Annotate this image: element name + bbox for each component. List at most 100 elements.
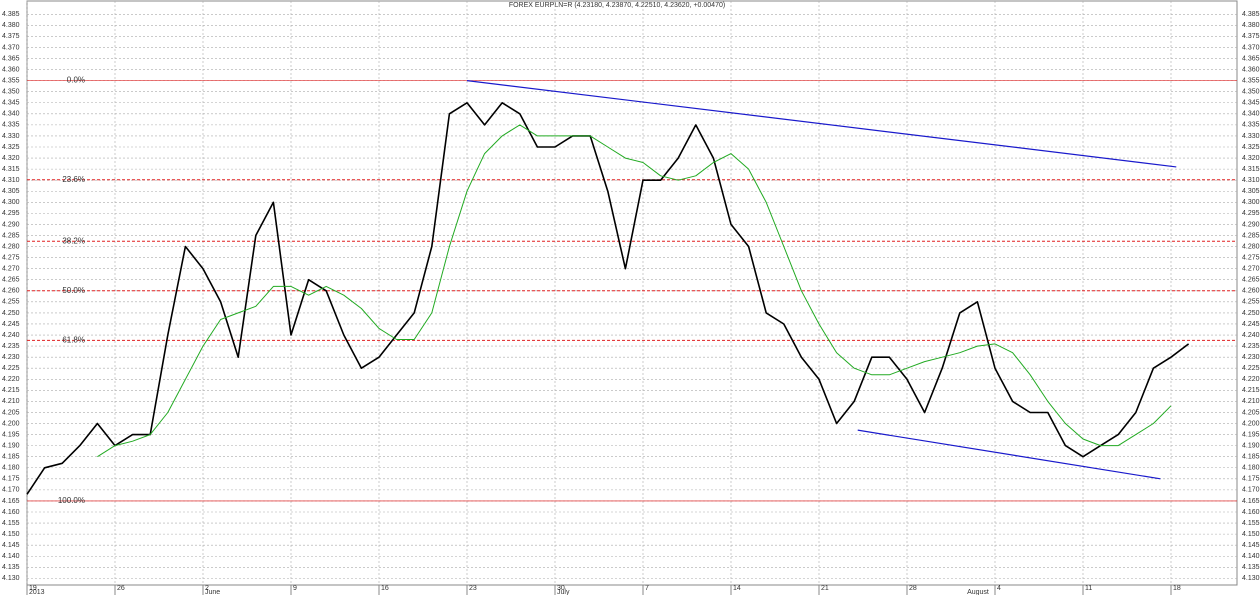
- x-tick-label: 18: [1173, 585, 1181, 592]
- y-tick-label-right: 4.365: [1242, 55, 1260, 62]
- y-tick-label-right: 4.245: [1242, 321, 1260, 328]
- y-tick-label: 4.375: [2, 33, 20, 40]
- y-tick-label: 4.235: [2, 343, 20, 350]
- chart-title: FOREX EURPLN=R (4.23180, 4.23870, 4.2251…: [509, 2, 725, 9]
- y-tick-label: 4.340: [2, 111, 20, 118]
- y-tick-label: 4.145: [2, 542, 20, 549]
- y-tick-label-right: 4.355: [1242, 77, 1260, 84]
- y-tick-label-right: 4.255: [1242, 299, 1260, 306]
- y-tick-label: 4.265: [2, 277, 20, 284]
- y-tick-label-right: 4.175: [1242, 476, 1260, 483]
- y-tick-label: 4.155: [2, 520, 20, 527]
- y-tick-label: 4.170: [2, 487, 20, 494]
- x-tick-label: 4: [997, 585, 1001, 592]
- y-tick-label: 4.160: [2, 509, 20, 516]
- y-tick-label-right: 4.200: [1242, 420, 1260, 427]
- y-tick-label: 4.260: [2, 288, 20, 295]
- x-tick-label: 19: [29, 585, 37, 592]
- x-tick-label: 14: [733, 585, 741, 592]
- x-tick-label: 7: [645, 585, 649, 592]
- y-tick-label: 4.335: [2, 122, 20, 129]
- y-tick-label: 4.200: [2, 420, 20, 427]
- y-tick-label: 4.215: [2, 387, 20, 394]
- y-tick-label-right: 4.225: [1242, 365, 1260, 372]
- y-tick-label: 4.330: [2, 133, 20, 140]
- y-tick-label-right: 4.155: [1242, 520, 1260, 527]
- month-label: July: [557, 589, 570, 595]
- y-tick-label: 4.360: [2, 66, 20, 73]
- month-label: June: [205, 589, 220, 595]
- y-tick-label-right: 4.300: [1242, 199, 1260, 206]
- fib-label: 0.0%: [67, 76, 85, 85]
- y-tick-label: 4.220: [2, 376, 20, 383]
- y-tick-label-right: 4.220: [1242, 376, 1260, 383]
- y-tick-label: 4.140: [2, 553, 20, 560]
- y-tick-label-right: 4.315: [1242, 166, 1260, 173]
- y-tick-label: 4.290: [2, 221, 20, 228]
- y-tick-label-right: 4.270: [1242, 266, 1260, 273]
- y-tick-label-right: 4.385: [1242, 11, 1260, 18]
- y-tick-label-right: 4.285: [1242, 232, 1260, 239]
- y-tick-label: 4.195: [2, 431, 20, 438]
- y-tick-label: 4.150: [2, 531, 20, 538]
- y-tick-label-right: 4.275: [1242, 254, 1260, 261]
- y-tick-label-right: 4.190: [1242, 442, 1260, 449]
- y-tick-label-right: 4.235: [1242, 343, 1260, 350]
- y-tick-label-right: 4.165: [1242, 498, 1260, 505]
- y-tick-label-right: 4.260: [1242, 288, 1260, 295]
- y-tick-label-right: 4.150: [1242, 531, 1260, 538]
- fib-label: 61.8%: [62, 335, 85, 344]
- y-tick-label-right: 4.360: [1242, 66, 1260, 73]
- y-tick-label: 4.320: [2, 155, 20, 162]
- y-tick-label-right: 4.330: [1242, 133, 1260, 140]
- y-tick-label-right: 4.240: [1242, 332, 1260, 339]
- y-tick-label: 4.370: [2, 44, 20, 51]
- y-tick-label-right: 4.135: [1242, 564, 1260, 571]
- x-tick-label: 11: [1085, 585, 1092, 592]
- x-tick-label: 21: [821, 585, 829, 592]
- y-tick-label-right: 4.180: [1242, 465, 1260, 472]
- y-tick-label-right: 4.350: [1242, 89, 1260, 96]
- y-tick-label: 4.285: [2, 232, 20, 239]
- y-tick-label: 4.180: [2, 465, 20, 472]
- y-tick-label: 4.275: [2, 254, 20, 261]
- x-tick-label: 23: [469, 585, 477, 592]
- fib-label: 38.2%: [62, 236, 85, 245]
- y-tick-label-right: 4.345: [1242, 100, 1260, 107]
- y-tick-label: 4.185: [2, 454, 20, 461]
- y-tick-label-right: 4.170: [1242, 487, 1260, 494]
- y-tick-label: 4.385: [2, 11, 20, 18]
- y-tick-label-right: 4.335: [1242, 122, 1260, 129]
- y-tick-label: 4.205: [2, 409, 20, 416]
- y-tick-label-right: 4.295: [1242, 210, 1260, 217]
- y-tick-label-right: 4.145: [1242, 542, 1260, 549]
- y-tick-label: 4.240: [2, 332, 20, 339]
- y-tick-label-right: 4.290: [1242, 221, 1260, 228]
- x-tick-label: 2: [205, 585, 209, 592]
- price-line: [26, 102, 1190, 495]
- y-tick-label: 4.315: [2, 166, 20, 173]
- y-tick-label: 4.255: [2, 299, 20, 306]
- y-tick-label: 4.250: [2, 310, 20, 317]
- y-tick-label-right: 4.140: [1242, 553, 1260, 560]
- y-tick-label: 4.365: [2, 55, 20, 62]
- y-tick-label-right: 4.340: [1242, 111, 1260, 118]
- y-tick-label: 4.305: [2, 188, 20, 195]
- y-tick-label-right: 4.370: [1242, 44, 1260, 51]
- month-label: August: [967, 589, 989, 595]
- month-label: 2013: [29, 589, 45, 595]
- y-tick-label: 4.230: [2, 354, 20, 361]
- y-tick-label: 4.345: [2, 100, 20, 107]
- y-tick-label: 4.350: [2, 89, 20, 96]
- price-line: [97, 124, 1172, 458]
- y-tick-label-right: 4.375: [1242, 33, 1260, 40]
- y-tick-label: 4.295: [2, 210, 20, 217]
- y-tick-label: 4.325: [2, 144, 20, 151]
- y-tick-label-right: 4.195: [1242, 431, 1260, 438]
- trend-line: [466, 80, 1177, 168]
- y-tick-label: 4.270: [2, 266, 20, 273]
- y-tick-label: 4.245: [2, 321, 20, 328]
- y-tick-label: 4.190: [2, 442, 20, 449]
- fib-label: 23.6%: [62, 175, 85, 184]
